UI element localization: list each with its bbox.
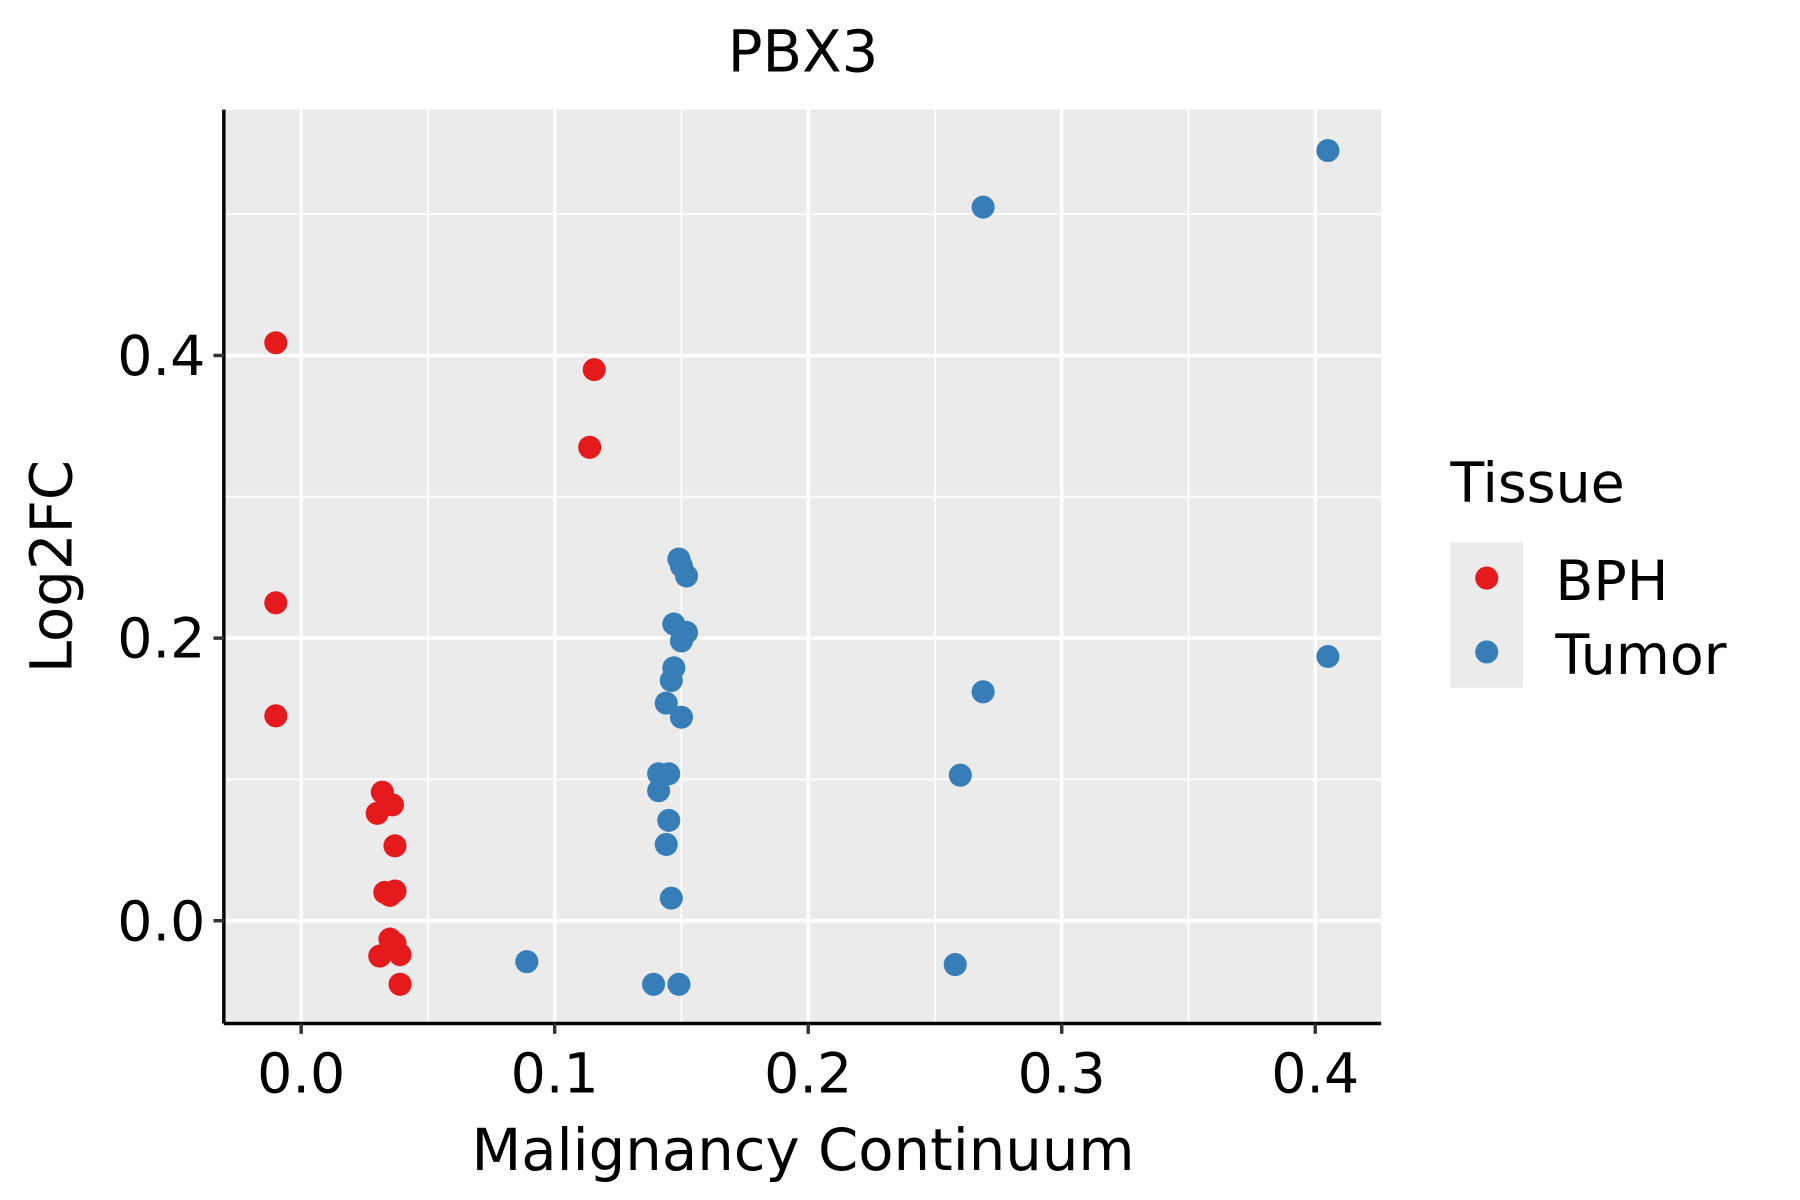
ticks: 0.0 0.1 0.2 0.3 0.4 0.0 0.2 0.4 (117, 325, 1359, 1107)
point-tumor (659, 668, 683, 693)
legend-key-background (1450, 542, 1524, 688)
point-tumor (674, 564, 699, 588)
point-bph (578, 435, 602, 459)
point-bph (264, 591, 288, 615)
point-bph (264, 704, 288, 728)
x-tick-label: 0.3 (1018, 1043, 1106, 1107)
point-tumor (515, 950, 539, 974)
point-tumor (654, 832, 678, 856)
point-tumor (667, 972, 691, 996)
legend: Tissue BPH Tumor (1449, 452, 1726, 688)
point-tumor (971, 195, 995, 219)
point-tumor (971, 680, 995, 704)
y-tick-label: 0.2 (117, 608, 205, 672)
x-tick-label: 0.4 (1271, 1043, 1359, 1107)
point-bph (264, 331, 288, 355)
point-tumor (642, 972, 666, 996)
x-tick-label: 0.1 (511, 1043, 599, 1107)
points (264, 139, 1340, 996)
point-tumor (657, 808, 681, 832)
point-bph (582, 358, 606, 382)
point-tumor (1316, 139, 1340, 163)
legend-key-bph (1475, 566, 1499, 590)
point-bph (378, 883, 402, 907)
x-axis-label: Malignancy Continuum (472, 1116, 1135, 1184)
legend-key-tumor (1475, 640, 1499, 664)
legend-label-bph: BPH (1555, 550, 1668, 614)
point-tumor (659, 886, 683, 910)
point-bph (388, 943, 412, 967)
point-tumor (943, 952, 967, 977)
y-tick-label: 0.0 (117, 890, 205, 954)
point-bph (365, 801, 389, 825)
point-bph (368, 944, 392, 968)
x-tick-label: 0.0 (257, 1043, 345, 1107)
point-tumor (669, 629, 693, 653)
legend-label-tumor: Tumor (1554, 624, 1726, 688)
point-tumor (657, 762, 681, 786)
point-bph (388, 972, 412, 996)
point-tumor (669, 705, 693, 729)
point-tumor (1316, 644, 1340, 669)
point-tumor (647, 779, 671, 803)
grid (223, 109, 1382, 1024)
chart-title: PBX3 (728, 18, 879, 86)
point-tumor (948, 763, 972, 787)
x-tick-label: 0.2 (764, 1043, 852, 1107)
y-axis-label: Log2FC (18, 460, 86, 673)
point-tumor (654, 691, 678, 715)
legend-title: Tissue (1449, 452, 1624, 516)
y-tick-label: 0.4 (117, 325, 205, 389)
point-bph (383, 834, 407, 858)
